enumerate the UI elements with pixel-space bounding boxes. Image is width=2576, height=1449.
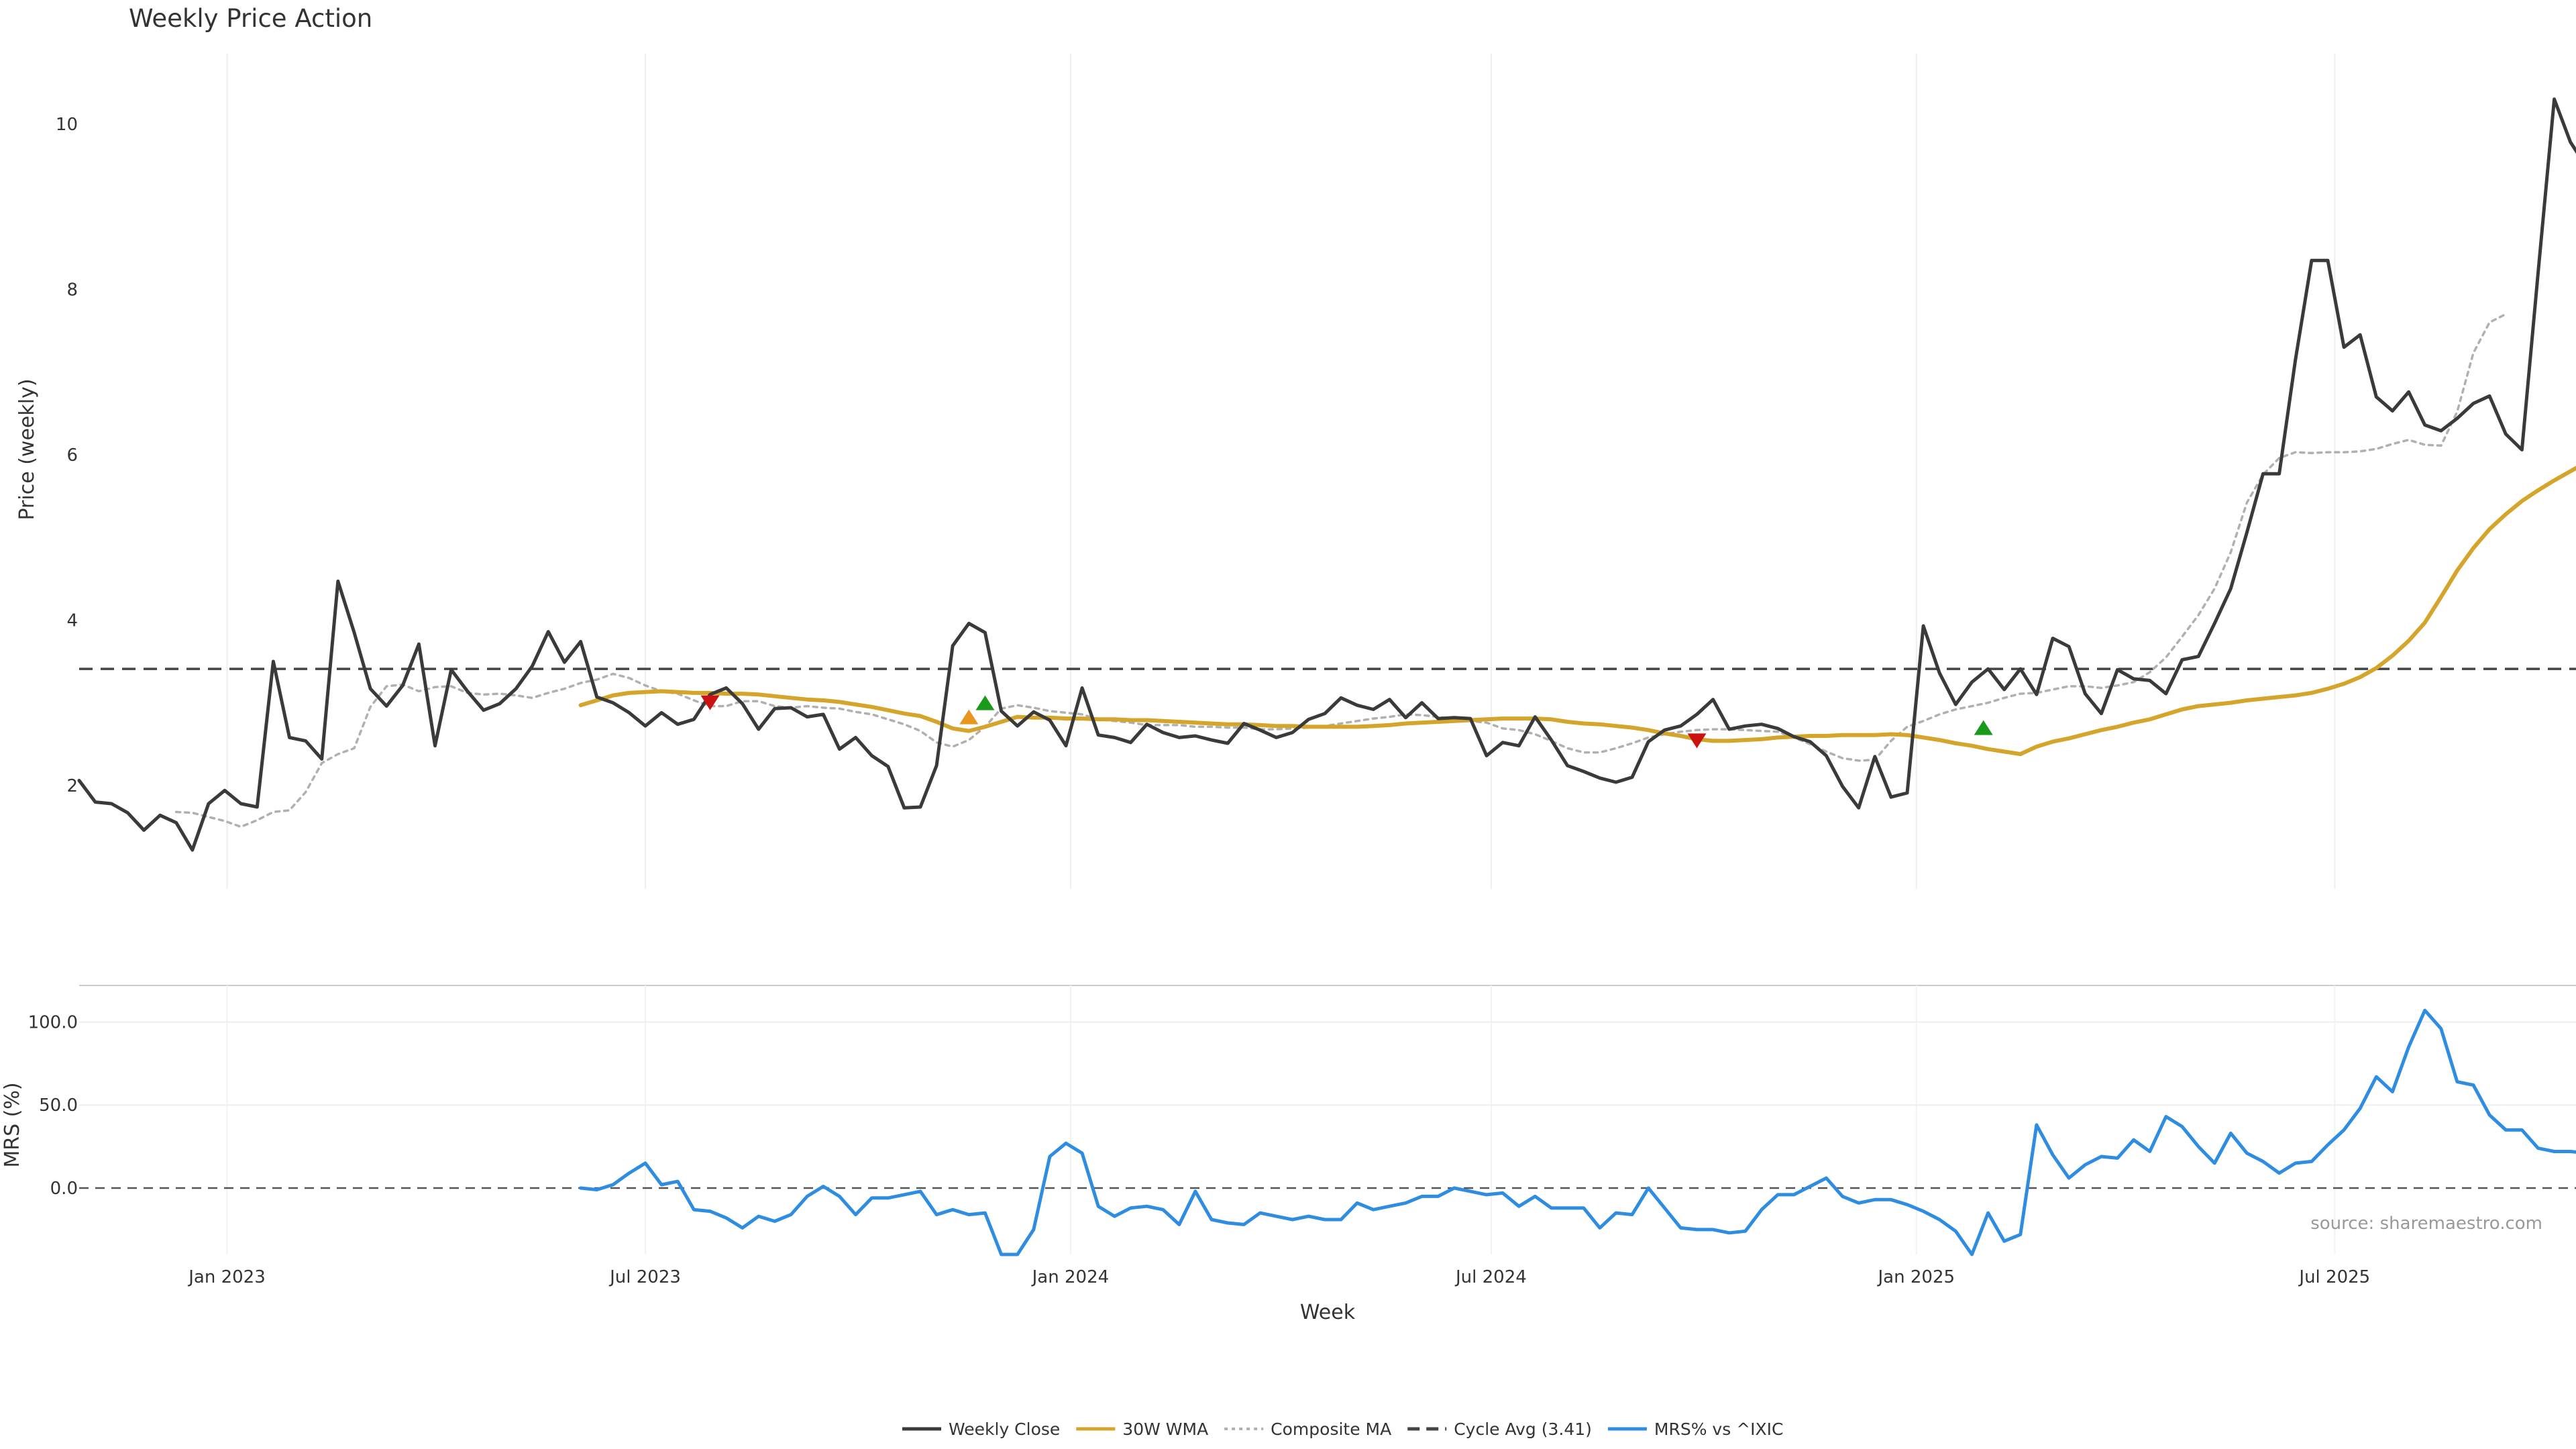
x-tick-label: Jan 2024: [1031, 1267, 1110, 1287]
mrs-line: [579, 1008, 2576, 1256]
mrs-y-ticks: 0.0 50.0 100.0: [28, 1012, 78, 1199]
price-gridlines: [226, 54, 2336, 889]
x-tick-label: Jul 2024: [1454, 1267, 1527, 1287]
price-y-tick-label: 4: [66, 610, 78, 631]
chart-title: Weekly Price Action: [129, 4, 372, 33]
mrs-panel: 0.0 50.0 100.0 MRS (%) source: sharemaestr…: [1, 985, 2576, 1256]
x-axis-ticks: Jan 2023 Jul 2023 Jan 2024 Jul 2024 Jan 2025…: [187, 1267, 2370, 1287]
legend-item: 30W WMA: [1076, 1419, 1208, 1439]
legend-label: Weekly Close: [949, 1419, 1060, 1439]
price-y-tick-label: 2: [66, 776, 78, 796]
price-y-tick-label: 6: [66, 445, 78, 466]
sell-signal-marker: [1687, 733, 1707, 749]
price-y-ticks: 2 4 6 8 10: [56, 115, 78, 796]
price-y-tick-label: 10: [56, 115, 78, 135]
sell-signal-marker: [700, 695, 720, 710]
legend-item: Weekly Close: [902, 1419, 1060, 1439]
legend-label: MRS% vs ^IXIC: [1654, 1419, 1784, 1439]
mrs-y-tick-label: 100.0: [28, 1012, 78, 1032]
x-tick-label: Jul 2023: [608, 1267, 681, 1287]
mrs-y-axis-title: MRS (%): [1, 1082, 24, 1167]
legend-label: 30W WMA: [1122, 1419, 1208, 1439]
legend-item: MRS% vs ^IXIC: [1607, 1419, 1784, 1439]
mrs-y-tick-label: 50.0: [39, 1095, 78, 1116]
composite-ma-line: [174, 313, 2508, 828]
price-series-group: [77, 97, 2576, 852]
legend-item: Composite MA: [1224, 1419, 1391, 1439]
wma-line: [578, 466, 2576, 757]
weekly-close-line: [77, 97, 2576, 852]
x-tick-label: Jan 2023: [187, 1267, 266, 1287]
mrs-y-tick-label: 0.0: [50, 1179, 78, 1199]
price-y-axis-title: Price (weekly): [15, 378, 39, 520]
legend-label: Composite MA: [1271, 1419, 1391, 1439]
x-tick-label: Jul 2025: [2298, 1267, 2370, 1287]
source-note: source: sharemaestro.com: [2310, 1214, 2542, 1234]
mrs-series-group: [579, 1008, 2576, 1256]
buy-signal-marker: [1974, 720, 1993, 735]
legend-label: Cycle Avg (3.41): [1454, 1419, 1592, 1439]
legend-item: Cycle Avg (3.41): [1407, 1419, 1592, 1439]
x-axis-title: Week: [1300, 1301, 1356, 1324]
signal-markers: [700, 695, 1993, 749]
buy-signal-marker: [975, 695, 995, 710]
x-tick-label: Jan 2025: [1877, 1267, 1955, 1287]
legend: Weekly Close 30W WMA Composite MA Cycle Avg…: [902, 1419, 1783, 1439]
price-y-tick-label: 8: [66, 280, 78, 300]
mrs-gridlines: [79, 985, 2576, 1254]
price-panel: 2 4 6 8 10 Price (weekly): [15, 54, 2576, 889]
warn-signal-marker: [959, 709, 979, 724]
